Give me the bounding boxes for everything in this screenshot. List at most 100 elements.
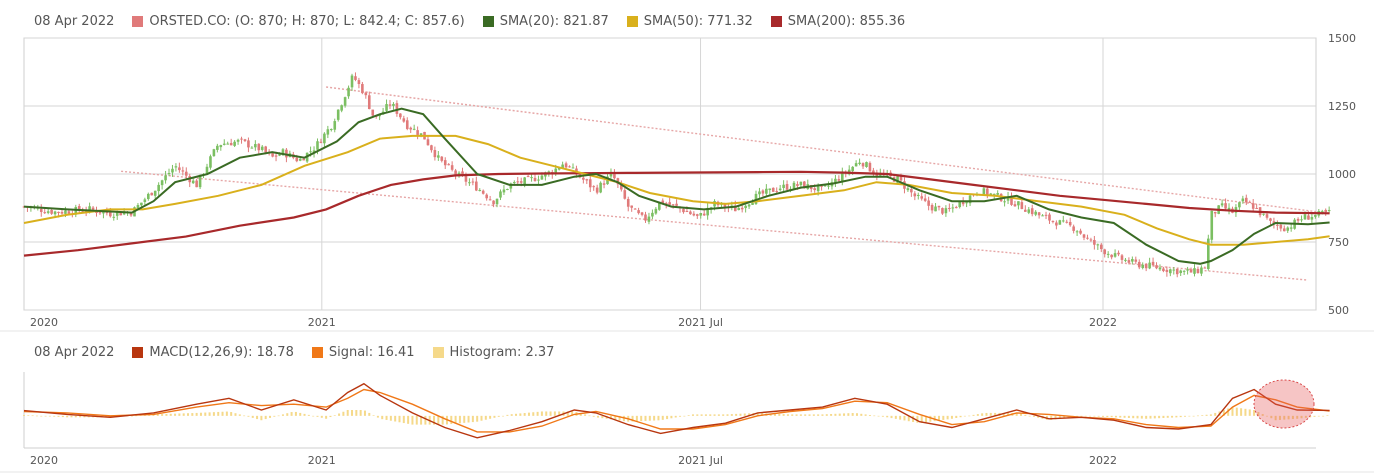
price-y-tick-label: 750 <box>1328 236 1349 249</box>
candle-body <box>841 172 844 182</box>
candle-body <box>630 205 633 208</box>
candle-body <box>174 166 178 168</box>
macd-histogram-bar <box>825 414 828 416</box>
candle-body <box>109 212 112 217</box>
macd-histogram-bar <box>1132 415 1135 419</box>
candle-body <box>1099 244 1103 250</box>
candle-body <box>350 75 354 88</box>
macd-histogram-bar <box>256 415 259 420</box>
price-y-tick-label: 500 <box>1328 304 1349 317</box>
candle-body <box>771 187 775 192</box>
macd-histogram-bar <box>1240 408 1243 416</box>
candle-body <box>1186 269 1189 271</box>
macd-histogram-bar <box>942 415 945 420</box>
candle-body <box>758 191 761 195</box>
candle-body <box>1262 213 1265 215</box>
macd-histogram-bar <box>981 413 984 416</box>
macd-histogram-bar <box>756 412 759 416</box>
candle-body <box>592 186 596 188</box>
macd-histogram-bar <box>1222 410 1225 416</box>
candle-body <box>1030 208 1034 215</box>
candle-body <box>53 211 57 215</box>
candle-body <box>361 84 364 94</box>
candle-body <box>1279 224 1283 229</box>
price-pane[interactable]: 500 750 1000 1250 1500 2020 2021 2021 Jul 2022 <box>0 32 1374 332</box>
macd-histogram-bar <box>230 412 233 416</box>
candle-body <box>119 213 122 216</box>
macd-histogram-bar <box>937 415 940 421</box>
macd-histogram-bar <box>1015 412 1018 416</box>
candle-body <box>316 141 319 150</box>
macd-histogram-bar <box>40 415 43 417</box>
macd-histogram-bar <box>1322 415 1325 417</box>
macd-histogram-bar <box>1274 415 1277 421</box>
candle-body <box>226 143 230 145</box>
macd-line <box>23 382 1330 439</box>
macd-histogram-bar <box>398 415 401 423</box>
candle-body <box>1244 197 1248 203</box>
candle-body <box>927 200 930 206</box>
macd-legend-item[interactable]: MACD(12,26,9): 18.78 <box>132 345 294 360</box>
candle-body <box>468 182 471 184</box>
candle-body <box>447 164 450 166</box>
macd-histogram-bar <box>1192 415 1195 417</box>
macd-legend-swatch <box>311 346 323 358</box>
macd-histogram-bar <box>1304 415 1307 418</box>
candle-body <box>1010 196 1013 205</box>
candle-body <box>1300 219 1303 221</box>
candle-body <box>395 103 399 114</box>
macd-histogram-bar <box>601 415 604 419</box>
macd-legend-item[interactable]: Histogram: 2.37 <box>432 345 554 360</box>
macd-histogram-bar <box>726 414 729 416</box>
macd-histogram-bar <box>333 415 336 416</box>
macd-pane[interactable]: 2020 2021 2021 Jul 2022 <box>0 372 1374 473</box>
macd-legend-item[interactable]: Signal: 16.41 <box>311 345 415 360</box>
macd-histogram-bar <box>489 415 492 419</box>
macd-histogram-bar <box>1037 415 1040 418</box>
candle-body <box>50 209 53 214</box>
candle-body <box>1175 268 1179 275</box>
macd-histogram-bar <box>437 415 440 425</box>
macd-histogram-bar <box>1153 415 1156 419</box>
candle-body <box>1110 254 1113 258</box>
macd-histogram-bar <box>631 415 634 422</box>
price-legend-item[interactable]: SMA(50): 771.32 <box>626 14 753 29</box>
candle-body <box>1324 209 1328 213</box>
candle-body <box>1117 252 1120 255</box>
candle-body <box>1079 230 1082 234</box>
macd-histogram-bar <box>1110 415 1113 418</box>
candle-body <box>57 211 60 214</box>
candle-body <box>485 194 488 199</box>
macd-histogram-bar <box>484 415 487 420</box>
candle-body <box>868 162 872 172</box>
macd-histogram-bar <box>1162 415 1165 418</box>
macd-histogram-bar <box>821 414 824 416</box>
price-legend-item[interactable]: ORSTED.CO: (O: 870; H: 870; L: 842.4; C:… <box>132 14 465 29</box>
candle-body <box>519 181 523 183</box>
candle-body <box>1089 239 1093 241</box>
candle-body <box>60 211 64 214</box>
candle-body <box>1327 210 1331 212</box>
macd-histogram-bar <box>834 413 837 416</box>
price-legend-label: SMA(200): 855.36 <box>787 13 906 29</box>
macd-histogram-bar <box>950 415 953 419</box>
macd-histogram-bar <box>1166 415 1169 418</box>
macd-histogram-bar <box>471 415 474 423</box>
candle-body <box>664 203 668 205</box>
candle-body <box>340 105 343 111</box>
candle-body <box>1158 267 1162 270</box>
candle-body <box>837 179 841 181</box>
macd-histogram-bar <box>199 412 202 416</box>
candle-body <box>115 211 119 216</box>
macd-histogram-bar <box>195 412 198 416</box>
candle-body <box>167 173 171 175</box>
candle-body <box>488 199 492 201</box>
candle-body <box>1144 263 1148 269</box>
macd-histogram-bar <box>234 413 237 416</box>
candle-body <box>357 80 361 85</box>
macd-histogram-bar <box>704 414 707 416</box>
sma20-line <box>23 107 1330 265</box>
price-legend-item[interactable]: SMA(20): 821.87 <box>482 14 609 29</box>
price-legend-item[interactable]: SMA(200): 855.36 <box>770 13 906 29</box>
